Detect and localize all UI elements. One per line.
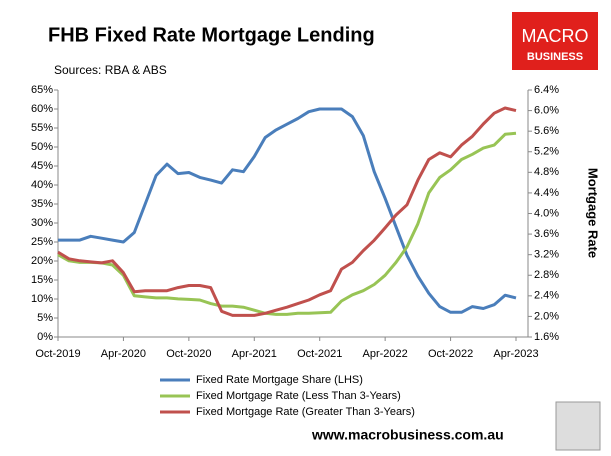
y-tick-label: 15% (31, 274, 53, 286)
x-tick-label: Apr-2021 (232, 348, 277, 360)
y2-tick-label: 4.8% (534, 166, 559, 178)
y2-tick-label: 6.4% (534, 84, 559, 96)
legend-label: Fixed Mortgage Rate (Greater Than 3-Year… (196, 406, 415, 418)
y-tick-label: 65% (31, 84, 53, 96)
y2-tick-label: 3.2% (534, 249, 559, 261)
y2-tick-label: 1.6% (534, 331, 559, 343)
y2-tick-label: 2.4% (534, 290, 559, 302)
y2-tick-label: 3.6% (534, 228, 559, 240)
y-tick-label: 50% (31, 141, 53, 153)
x-tick-label: Apr-2020 (101, 348, 146, 360)
y-tick-label: 45% (31, 160, 53, 172)
series-line (58, 107, 517, 314)
x-tick-label: Oct-2021 (297, 348, 342, 360)
x-tick-label: Apr-2022 (363, 348, 408, 360)
y2-axis-label: Mortgage Rate (586, 168, 601, 258)
y-tick-label: 35% (31, 198, 53, 210)
y-tick-label: 25% (31, 236, 53, 248)
wolf-icon (555, 401, 601, 451)
chart-subtitle: Sources: RBA & ABS (54, 63, 167, 77)
legend-label: Fixed Mortgage Rate (Less Than 3-Years) (196, 390, 401, 402)
series-line (57, 131, 517, 316)
y2-tick-label: 4.0% (534, 207, 559, 219)
y2-tick-label: 4.4% (534, 187, 559, 199)
logo-text: BUSINESS (527, 51, 583, 63)
y2-tick-label: 5.2% (534, 146, 559, 158)
y-tick-label: 20% (31, 255, 53, 267)
y-tick-label: 30% (31, 217, 53, 229)
series-line (57, 106, 517, 317)
logo-text: MACRO (522, 26, 589, 46)
x-tick-label: Apr-2023 (493, 348, 538, 360)
y2-tick-label: 6.0% (534, 104, 559, 116)
x-tick-label: Oct-2022 (428, 348, 473, 360)
y2-tick-label: 2.0% (534, 310, 559, 322)
x-tick-label: Oct-2019 (35, 348, 80, 360)
y-tick-label: 55% (31, 122, 53, 134)
y2-tick-label: 5.6% (534, 125, 559, 137)
y2-tick-label: 2.8% (534, 269, 559, 281)
chart-title: FHB Fixed Rate Mortgage Lending (48, 24, 375, 46)
x-tick-label: Oct-2020 (166, 348, 211, 360)
legend-label: Fixed Rate Mortgage Share (LHS) (196, 374, 363, 386)
y-tick-label: 60% (31, 103, 53, 115)
y-tick-label: 5% (37, 312, 53, 324)
logo-box (512, 12, 598, 70)
y-tick-label: 40% (31, 179, 53, 191)
y-tick-label: 0% (37, 331, 53, 343)
y-tick-label: 10% (31, 293, 53, 305)
footer: www.macrobusiness.com.au (311, 427, 504, 443)
